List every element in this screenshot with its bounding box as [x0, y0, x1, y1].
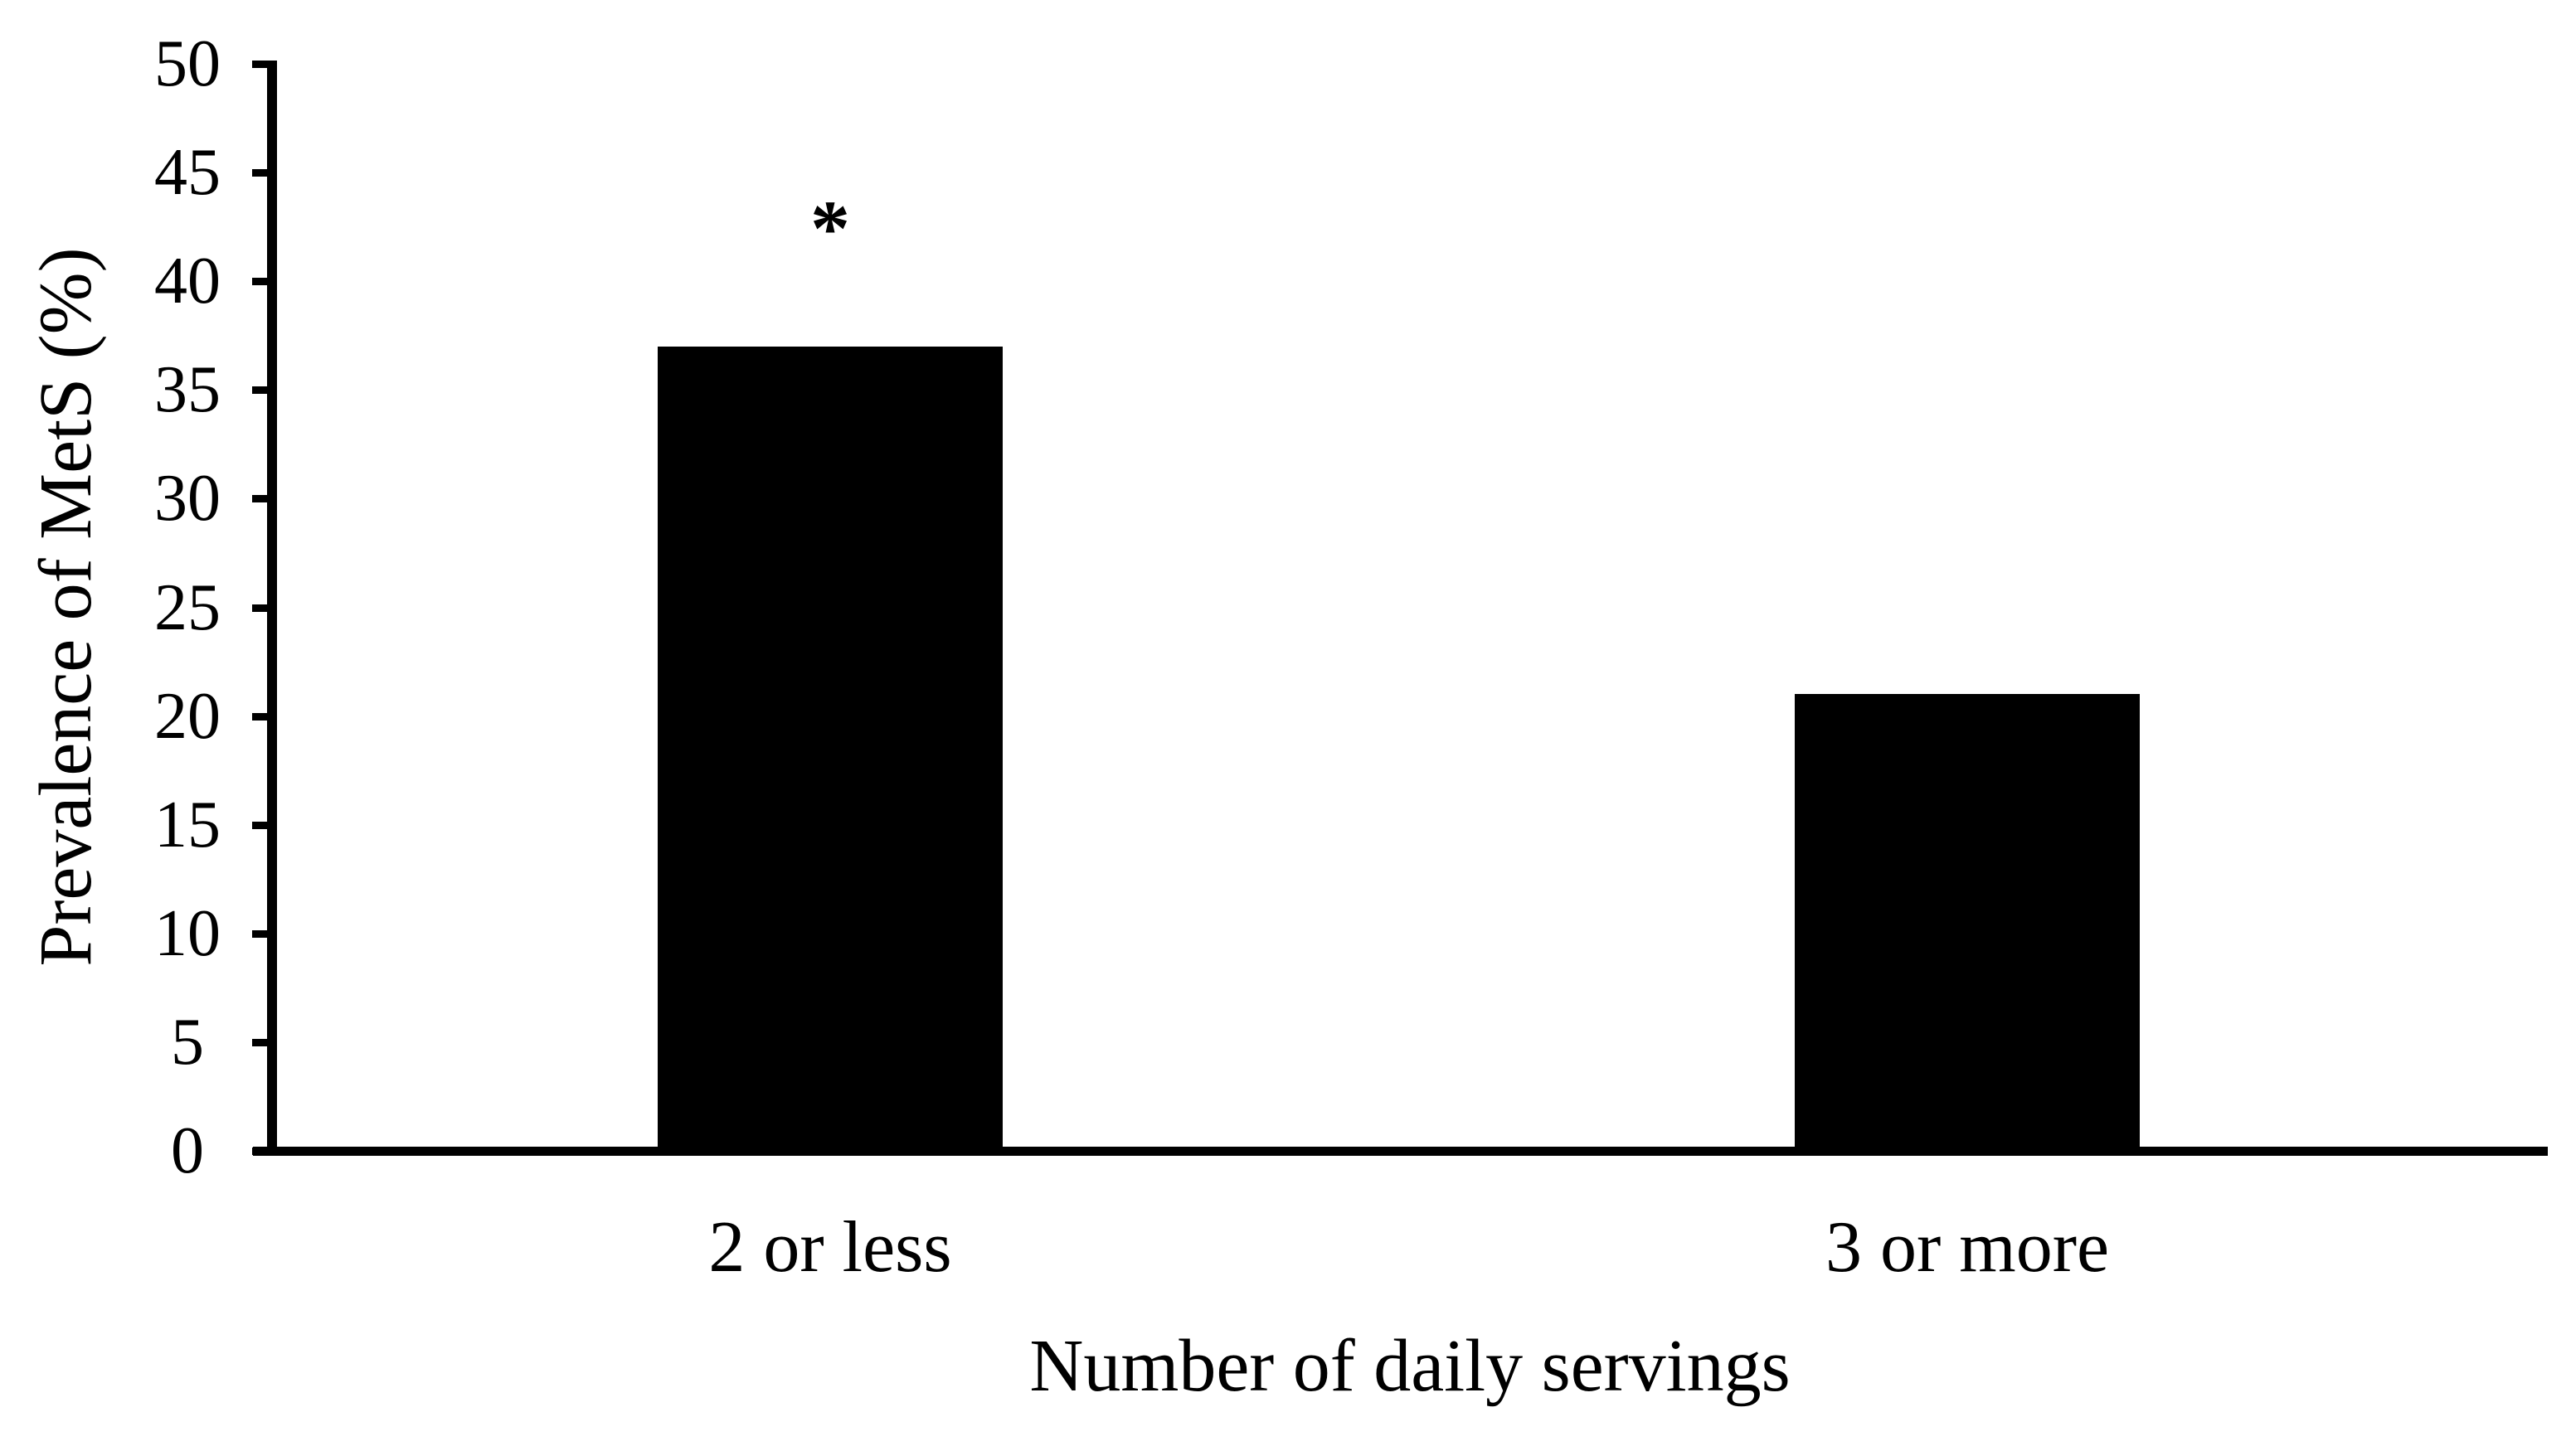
category-label: 2 or less	[708, 1207, 952, 1288]
y-axis-tick	[252, 604, 277, 612]
y-axis-tick-label: 5	[171, 1005, 204, 1079]
y-axis-tick	[252, 1148, 277, 1155]
bar	[658, 346, 1003, 1151]
significance-asterisk: *	[810, 183, 850, 273]
y-axis-tick-label: 45	[154, 136, 221, 210]
y-axis-tick-label: 35	[154, 353, 221, 427]
y-axis-tick-label: 15	[154, 788, 221, 861]
y-axis-tick	[252, 386, 277, 395]
y-axis-tick	[252, 61, 277, 68]
y-axis-tick	[252, 929, 277, 938]
y-axis-tick	[252, 1038, 277, 1046]
category-label: 3 or more	[1825, 1207, 2110, 1288]
y-axis-tick-label: 30	[154, 462, 221, 536]
x-axis-title: Number of daily servings	[1029, 1325, 1791, 1407]
y-axis-tick-label: 50	[154, 27, 221, 100]
y-axis-tick	[252, 169, 277, 177]
y-axis-tick	[252, 821, 277, 829]
y-axis-tick-label: 40	[154, 245, 221, 318]
y-axis-tick-label: 25	[154, 570, 221, 644]
y-axis-tick	[252, 712, 277, 721]
x-axis-line	[253, 1147, 2548, 1156]
y-axis-tick-label: 0	[171, 1114, 204, 1187]
y-axis-tick-label: 10	[154, 896, 221, 970]
bar	[1795, 694, 2140, 1151]
y-axis-tick	[252, 278, 277, 286]
y-axis-tick	[252, 495, 277, 503]
y-axis-tick-label: 20	[154, 679, 221, 753]
